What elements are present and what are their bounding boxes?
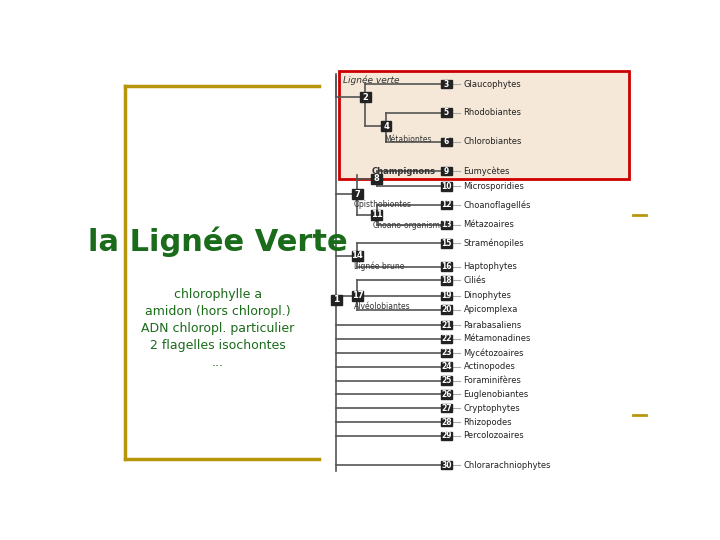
Bar [339, 71, 629, 179]
Bar [441, 431, 451, 440]
Text: 23: 23 [441, 348, 451, 357]
Bar [441, 362, 451, 371]
Text: 28: 28 [441, 417, 452, 427]
Text: 12: 12 [441, 200, 451, 210]
Text: Straménopiles: Straménopiles [464, 239, 524, 248]
Bar [441, 109, 451, 117]
Text: 14: 14 [351, 251, 364, 260]
Text: 21: 21 [441, 321, 451, 329]
Text: Ciliés: Ciliés [464, 276, 486, 285]
Bar [441, 306, 451, 314]
Text: Foraminifères: Foraminifères [464, 376, 521, 385]
Text: 10: 10 [441, 182, 451, 191]
Bar [441, 138, 451, 146]
Text: Microsporidies: Microsporidies [464, 182, 524, 191]
Bar [352, 291, 363, 301]
Bar [441, 376, 451, 384]
Bar [352, 251, 363, 261]
Text: Apicomplexa: Apicomplexa [464, 305, 518, 314]
Text: 8: 8 [374, 174, 379, 183]
Text: 17: 17 [351, 291, 363, 300]
Text: 24: 24 [441, 362, 451, 371]
Text: 29: 29 [441, 431, 451, 441]
Text: Chlorobiantes: Chlorobiantes [464, 137, 522, 146]
Text: 27: 27 [441, 404, 452, 413]
Bar [441, 321, 451, 329]
Text: Rhizopodes: Rhizopodes [464, 417, 512, 427]
Text: 5: 5 [444, 108, 449, 117]
Bar [441, 239, 451, 248]
Bar [441, 167, 451, 176]
Bar [360, 92, 371, 102]
Text: 1: 1 [333, 295, 340, 304]
Bar [441, 292, 451, 300]
Text: Cryptophytes: Cryptophytes [464, 404, 521, 413]
Text: ...: ... [212, 355, 224, 368]
Bar [331, 295, 342, 305]
Text: Lignée brune: Lignée brune [354, 262, 404, 272]
Text: 4: 4 [383, 122, 389, 131]
Text: 26: 26 [441, 390, 451, 399]
Text: Glaucophytes: Glaucophytes [464, 79, 521, 89]
Bar [441, 418, 451, 426]
Bar [441, 80, 451, 88]
Text: ADN chloropl. particulier: ADN chloropl. particulier [141, 322, 294, 335]
Text: Euglenobiantes: Euglenobiantes [464, 390, 528, 399]
Bar [441, 404, 451, 413]
Bar [441, 262, 451, 271]
Text: 30: 30 [441, 461, 451, 470]
Bar [441, 461, 451, 469]
Bar [441, 335, 451, 343]
Text: 2: 2 [362, 93, 368, 102]
Bar [441, 201, 451, 209]
Bar [441, 390, 451, 399]
Text: Percolozoaires: Percolozoaires [464, 431, 524, 441]
Text: Chlorarachniophytes: Chlorarachniophytes [464, 461, 551, 470]
Text: 3: 3 [444, 79, 449, 89]
Bar [441, 182, 451, 191]
Text: Haptophytes: Haptophytes [464, 262, 518, 271]
Text: chlorophylle a: chlorophylle a [174, 288, 262, 301]
Text: Métabiontes: Métabiontes [384, 135, 432, 144]
Text: Choano-organismes: Choano-organismes [373, 221, 449, 230]
Text: Eumycètes: Eumycètes [464, 166, 510, 176]
Bar [441, 221, 451, 229]
Text: Champignons: Champignons [372, 166, 436, 176]
Text: 19: 19 [441, 291, 451, 300]
Text: 16: 16 [441, 262, 451, 271]
Text: Choanoflagellés: Choanoflagellés [464, 200, 531, 210]
Text: 15: 15 [441, 239, 451, 248]
Text: Mycétozoaires: Mycétozoaires [464, 348, 524, 357]
Text: Rhodobiantes: Rhodobiantes [464, 108, 521, 117]
Text: Dinophytes: Dinophytes [464, 291, 511, 300]
Text: 9: 9 [444, 166, 449, 176]
Text: Alvéolobiantes: Alvéolobiantes [354, 302, 410, 311]
Text: 22: 22 [441, 334, 451, 343]
Text: amidon (hors chloropl.): amidon (hors chloropl.) [145, 305, 291, 318]
Bar [441, 348, 451, 357]
Text: 6: 6 [444, 137, 449, 146]
Text: 20: 20 [441, 305, 451, 314]
Bar [352, 189, 363, 199]
Text: 11: 11 [371, 211, 382, 219]
Text: Parabasaliens: Parabasaliens [464, 321, 522, 329]
Text: Métazoaires: Métazoaires [464, 220, 514, 230]
Text: 18: 18 [441, 276, 452, 285]
Text: Opisthobiontes: Opisthobiontes [354, 200, 412, 210]
Bar [381, 122, 392, 131]
Text: 13: 13 [441, 220, 451, 230]
Text: Lignée verte: Lignée verte [343, 76, 399, 85]
Bar [372, 174, 382, 184]
Text: 2 flagelles isochontes: 2 flagelles isochontes [150, 339, 286, 352]
Text: Actinopodes: Actinopodes [464, 362, 516, 371]
Text: la Lignée Verte: la Lignée Verte [88, 227, 348, 257]
Text: 25: 25 [441, 376, 451, 385]
Text: 7: 7 [354, 190, 360, 199]
Bar [441, 276, 451, 285]
Bar [372, 210, 382, 220]
Text: Métamonadines: Métamonadines [464, 334, 531, 343]
